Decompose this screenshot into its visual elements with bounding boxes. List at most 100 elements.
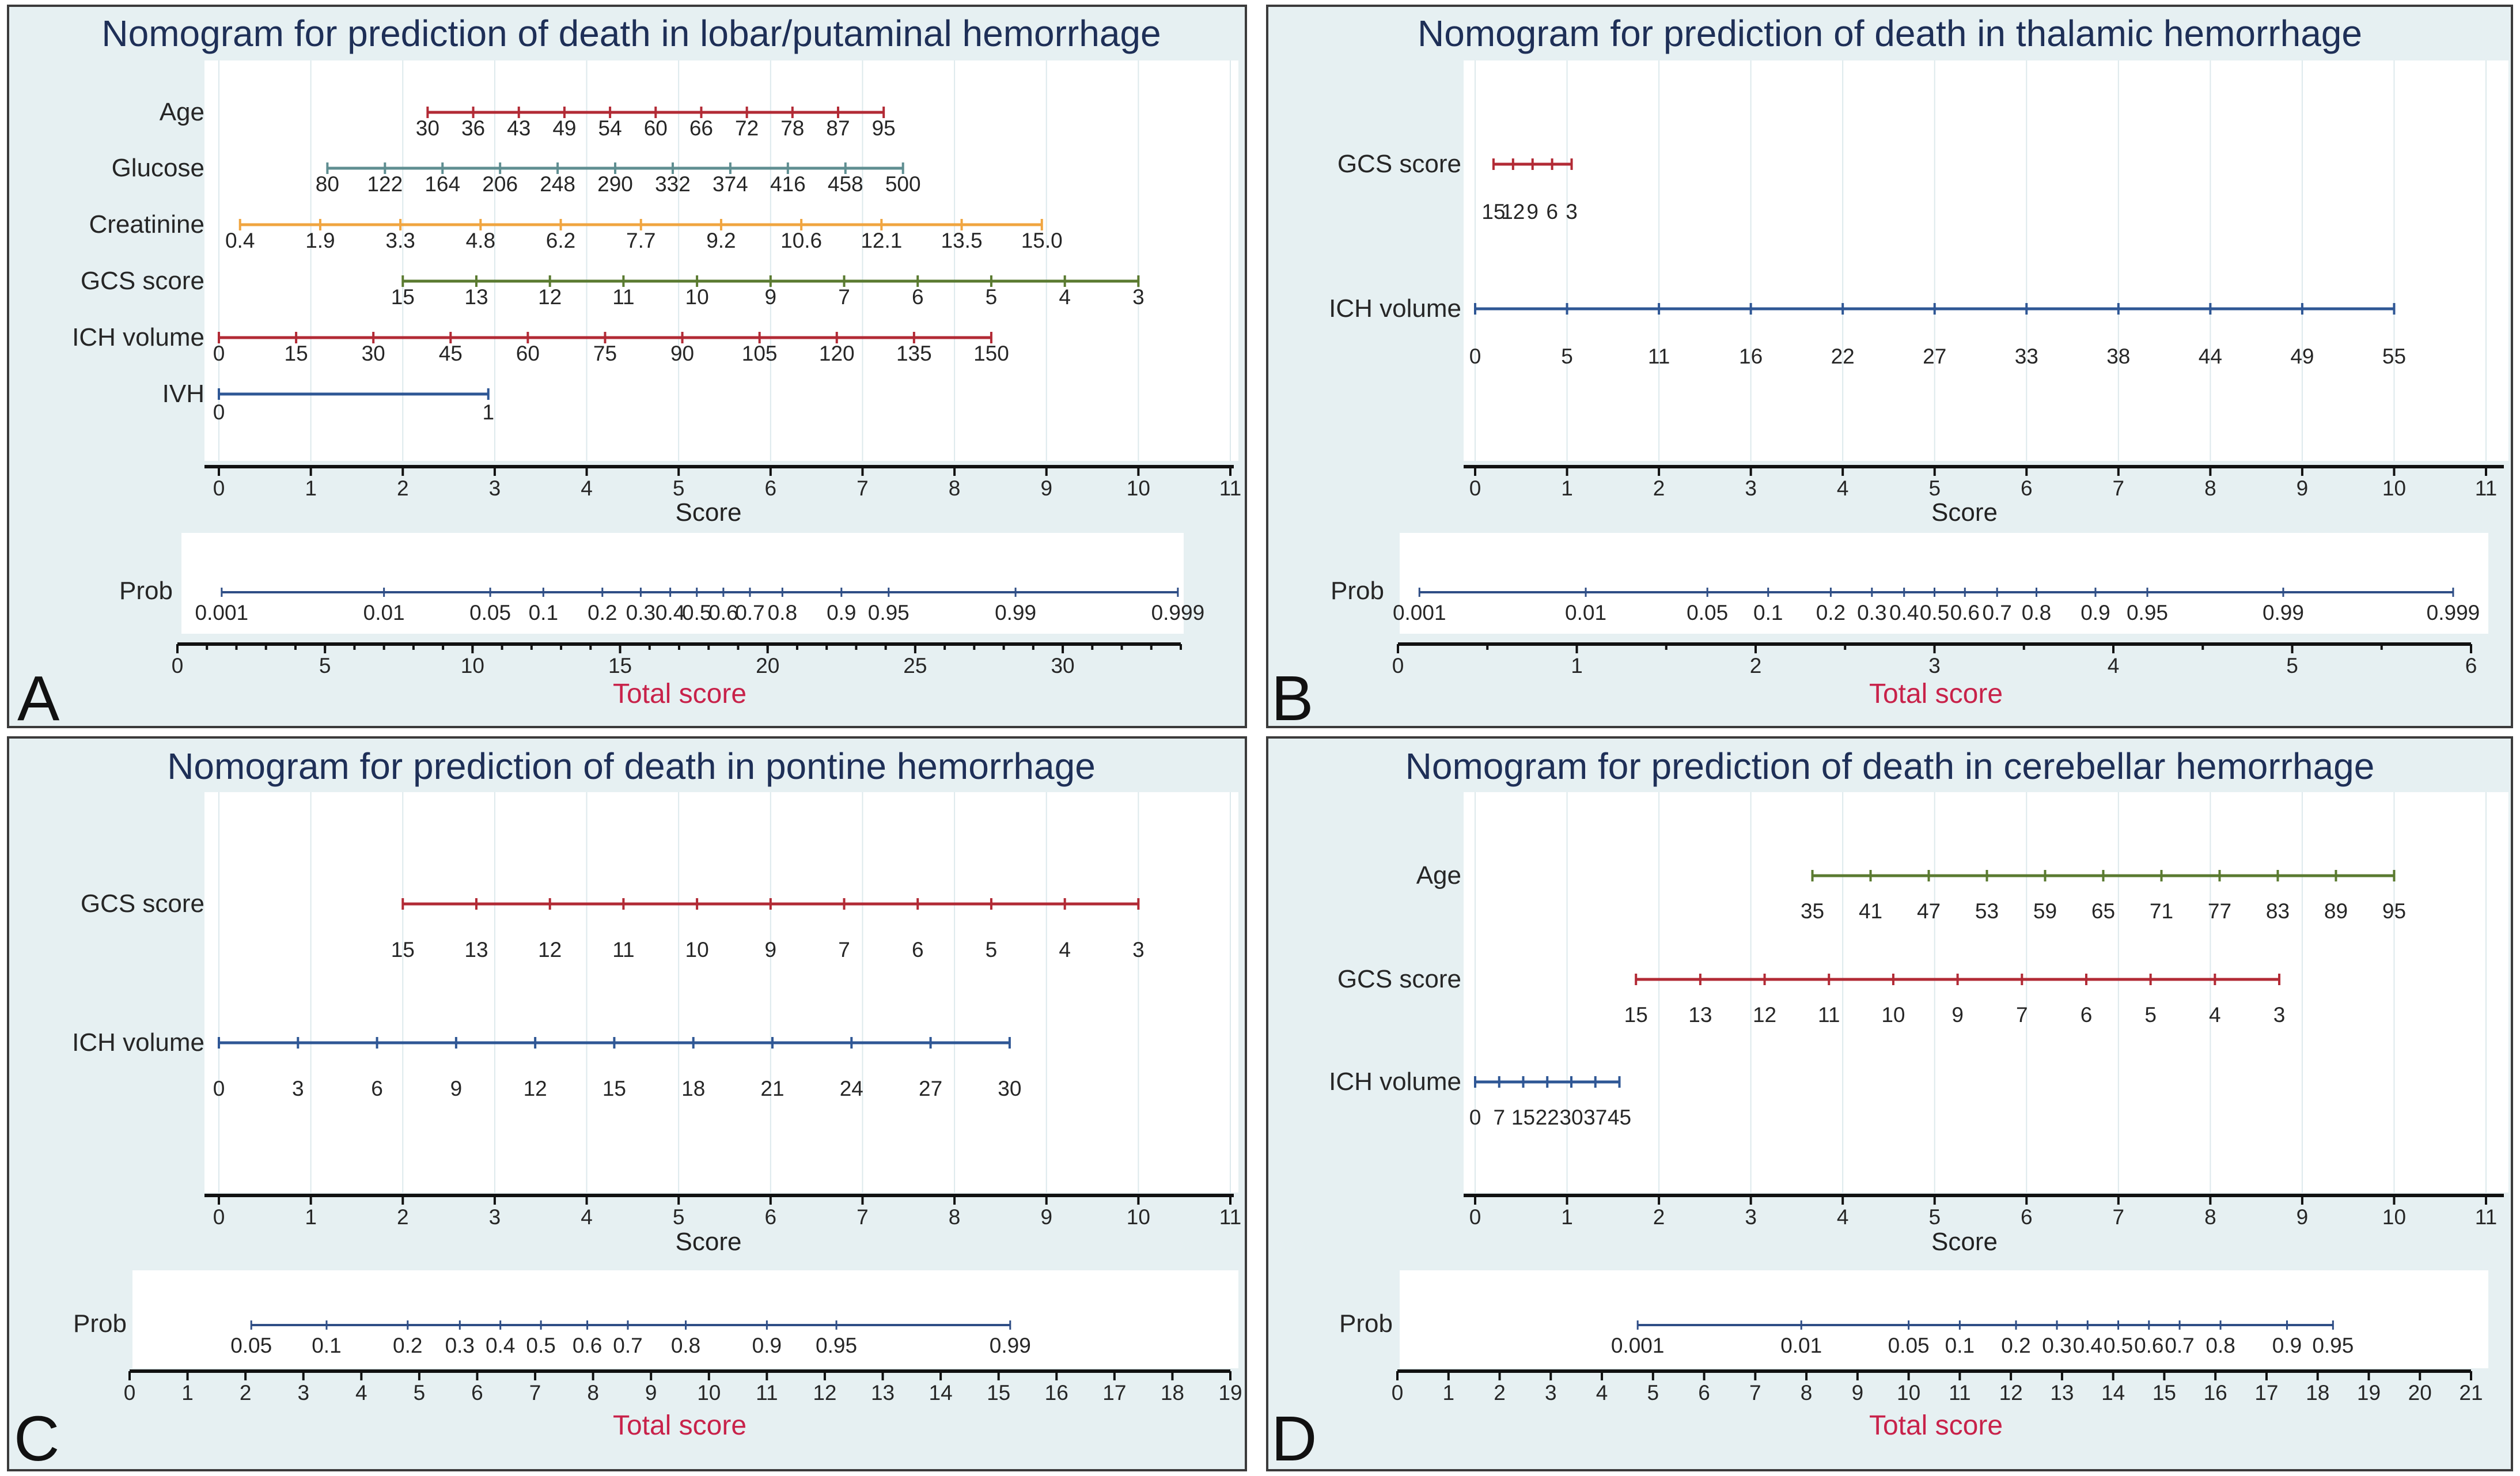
panel-a-age-tick-label: 30 bbox=[416, 116, 439, 140]
panel-c-gcs-score-tick-label: 11 bbox=[612, 938, 634, 962]
panel-a-glucose-tick-label: 374 bbox=[713, 172, 748, 196]
panel-b-prob-value: 0.7 bbox=[1982, 601, 2011, 625]
panel-d-total-score-tick-label: 5 bbox=[1647, 1381, 1659, 1405]
panel-b-prob-value: 0.4 bbox=[1889, 601, 1919, 625]
panel-a-ivh-tick-label: 0 bbox=[213, 400, 225, 424]
panel-c-gcs-score-tick-label: 15 bbox=[391, 938, 415, 962]
panel-a-ich-volume-tick-label: 105 bbox=[742, 342, 778, 365]
panel-a-glucose-tick-label: 332 bbox=[655, 172, 691, 196]
panel-b-score-tick-label: 10 bbox=[2382, 476, 2406, 500]
panel-b-prob-value: 0.999 bbox=[2427, 601, 2480, 625]
panel-a-creatinine-tick-label: 4.8 bbox=[466, 229, 495, 252]
panel-d-total-score-tick-label: 17 bbox=[2254, 1381, 2278, 1405]
panel-d-prob-value: 0.8 bbox=[2206, 1334, 2235, 1357]
panel-a-age-label: Age bbox=[160, 98, 204, 126]
panel-c-ich-volume-tick-label: 9 bbox=[450, 1077, 463, 1100]
panel-b-score-tick-label: 9 bbox=[2297, 476, 2309, 500]
panel-b-gcs-score-tick-label: 15 bbox=[1481, 200, 1505, 224]
panel-c-score-tick-label: 1 bbox=[305, 1205, 317, 1229]
panel-d-total-score-tick-label: 10 bbox=[1897, 1381, 1920, 1405]
panel-d-total-score-tick-label: 21 bbox=[2459, 1381, 2483, 1405]
panel-c-prob-value: 0.7 bbox=[613, 1334, 642, 1357]
panel-a-letter: A bbox=[17, 663, 60, 734]
panel-c-ich-volume-tick-label: 30 bbox=[998, 1077, 1021, 1100]
panel-d-total-score-tick-label: 19 bbox=[2357, 1381, 2381, 1405]
panel-d-ich-volume-tick-label: 15 bbox=[1511, 1106, 1535, 1129]
panel-c-total-score-tick-label: 7 bbox=[529, 1381, 541, 1405]
panel-b-score-axis-title: Score bbox=[1931, 498, 1998, 527]
panel-c-gcs-score-tick-label: 12 bbox=[538, 938, 562, 962]
panel-c-total-score-tick-label: 10 bbox=[697, 1381, 721, 1405]
panel-d-prob-value: 0.2 bbox=[2001, 1334, 2030, 1357]
panel-d-score-tick-label: 8 bbox=[2204, 1205, 2216, 1229]
panel-d-ich-volume-tick-label: 0 bbox=[1469, 1106, 1481, 1129]
panel-a-age-tick-label: 66 bbox=[689, 116, 713, 140]
panel-a-ich-volume-tick-label: 0 bbox=[213, 342, 225, 365]
panel-c-letter: C bbox=[14, 1403, 59, 1474]
panel-d-age-tick-label: 59 bbox=[2033, 899, 2057, 923]
panel-b-ich-volume-label: ICH volume bbox=[1329, 294, 1461, 323]
panel-a-score-tick-label: 5 bbox=[673, 476, 685, 500]
panel-d-total-score-title: Total score bbox=[1869, 1410, 2003, 1441]
panel-d-gcs-score-tick-label: 4 bbox=[2209, 1003, 2221, 1027]
panel-d-gcs-score-label: GCS score bbox=[1337, 965, 1461, 993]
panel-a-gcs-score-tick-label: 12 bbox=[538, 285, 562, 309]
panel-c-total-score-tick-label: 4 bbox=[355, 1381, 367, 1405]
panel-d-score-tick-label: 5 bbox=[1928, 1205, 1941, 1229]
panel-a-gcs-score-tick-label: 15 bbox=[391, 285, 415, 309]
panel-d-prob-value: 0.3 bbox=[2042, 1334, 2071, 1357]
panel-a-glucose-tick-label: 206 bbox=[482, 172, 518, 196]
panel-a-age-tick-label: 43 bbox=[507, 116, 530, 140]
panel-d-ich-volume-tick-label: 30 bbox=[1559, 1106, 1583, 1129]
panel-c-prob-value: 0.1 bbox=[312, 1334, 341, 1357]
panel-a-glucose-label: Glucose bbox=[112, 154, 204, 182]
panel-d-total-score-tick-label: 1 bbox=[1442, 1381, 1454, 1405]
panel-a-gcs-score-tick-label: 5 bbox=[986, 285, 998, 309]
panel-d-score-tick-label: 7 bbox=[2113, 1205, 2125, 1229]
panel-d-total-score-tick-label: 20 bbox=[2408, 1381, 2432, 1405]
panel-a-glucose-tick-label: 500 bbox=[885, 172, 921, 196]
panel-b-score-tick-label: 5 bbox=[1928, 476, 1941, 500]
panel-a-gcs-score-tick-label: 13 bbox=[464, 285, 488, 309]
panel-c-total-score-tick-label: 11 bbox=[756, 1381, 778, 1405]
panel-d-gcs-score-tick-label: 12 bbox=[1753, 1003, 1776, 1027]
panel-a-ich-volume-tick-label: 150 bbox=[973, 342, 1009, 365]
panel-c-total-score-tick-label: 19 bbox=[1218, 1381, 1242, 1405]
panel-d-ich-volume-tick-label: 37 bbox=[1583, 1106, 1607, 1129]
panel-c-prob-area bbox=[132, 1270, 1238, 1368]
panel-d-ich-volume-tick-label: 45 bbox=[1608, 1106, 1631, 1129]
panel-c-prob-value: 0.05 bbox=[230, 1334, 272, 1357]
panel-b-gcs-score-tick-label: 3 bbox=[1566, 200, 1578, 224]
panel-d-prob-label: Prob bbox=[1339, 1310, 1393, 1338]
panel-d-score-tick-label: 2 bbox=[1653, 1205, 1665, 1229]
panel-b-ich-volume-tick-label: 27 bbox=[1923, 345, 1946, 368]
panel-d-gcs-score-tick-label: 13 bbox=[1688, 1003, 1712, 1027]
panel-d-gcs-score-tick-label: 15 bbox=[1624, 1003, 1648, 1027]
panel-d-score-tick-label: 3 bbox=[1745, 1205, 1757, 1229]
panel-b-total-score-tick-label: 6 bbox=[2465, 654, 2477, 678]
panel-b-ich-volume-tick-label: 55 bbox=[2382, 345, 2406, 368]
panel-c-score-tick-label: 2 bbox=[397, 1205, 409, 1229]
panel-c-gcs-score-tick-label: 4 bbox=[1059, 938, 1071, 962]
panel-a-glucose-tick-label: 458 bbox=[828, 172, 863, 196]
panel-d-total-score-tick-label: 15 bbox=[2153, 1381, 2176, 1405]
panel-b-ich-volume-tick-label: 49 bbox=[2290, 345, 2314, 368]
panel-c-ich-volume-tick-label: 15 bbox=[602, 1077, 626, 1100]
panel-b-prob-value: 0.8 bbox=[2022, 601, 2051, 625]
panel-a-glucose-tick-label: 416 bbox=[770, 172, 806, 196]
panel-d-total-score-tick-label: 18 bbox=[2306, 1381, 2329, 1405]
panel-a-score-tick-label: 4 bbox=[581, 476, 593, 500]
panel-b-prob-value: 0.6 bbox=[1950, 601, 1980, 625]
panel-b-prob-label: Prob bbox=[1331, 577, 1384, 605]
panel-a-creatinine-tick-label: 1.9 bbox=[305, 229, 335, 252]
panel-c-total-score-tick-label: 13 bbox=[871, 1381, 895, 1405]
panel-d-score-axis-title: Score bbox=[1931, 1228, 1998, 1256]
panel-b-prob-area bbox=[1400, 533, 2488, 634]
panel-a-prob-value: 0.1 bbox=[529, 601, 558, 625]
panel-d-total-score-tick-label: 7 bbox=[1749, 1381, 1761, 1405]
panel-b-total-score-tick-label: 0 bbox=[1392, 654, 1404, 678]
panel-c-ich-volume-tick-label: 3 bbox=[292, 1077, 304, 1100]
panel-a-age-tick-label: 78 bbox=[780, 116, 804, 140]
panel-c-ich-volume-tick-label: 27 bbox=[919, 1077, 942, 1100]
